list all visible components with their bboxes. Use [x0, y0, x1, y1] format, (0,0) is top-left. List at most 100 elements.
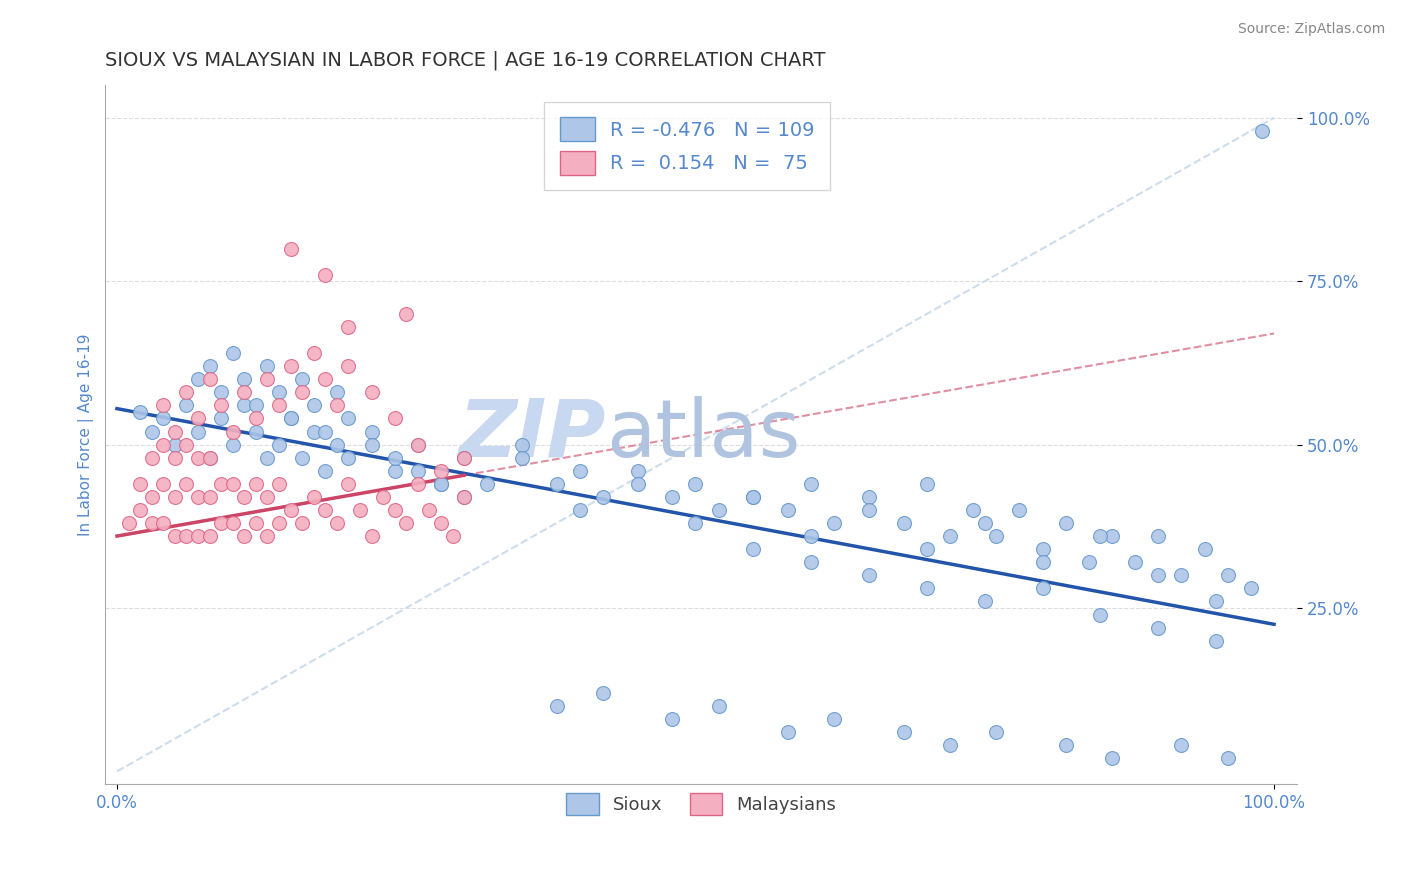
Point: [280, 242, 302, 256]
Point: [314, 503, 336, 517]
Point: [314, 464, 336, 478]
Point: [209, 411, 232, 425]
Point: [221, 425, 243, 439]
Point: [939, 529, 962, 543]
Point: [742, 490, 765, 504]
Point: [302, 425, 325, 439]
Point: [267, 385, 290, 400]
Point: [267, 398, 290, 412]
Point: [453, 490, 475, 504]
Point: [141, 425, 163, 439]
Point: [1090, 607, 1112, 622]
Point: [209, 385, 232, 400]
Point: [1147, 529, 1170, 543]
Point: [267, 516, 290, 530]
Point: [453, 490, 475, 504]
Point: [302, 346, 325, 360]
Point: [477, 476, 499, 491]
Point: [742, 490, 765, 504]
Point: [707, 503, 730, 517]
Point: [129, 476, 152, 491]
Point: [1240, 582, 1263, 596]
Point: [1101, 751, 1123, 765]
Point: [233, 385, 256, 400]
Point: [117, 516, 139, 530]
Point: [233, 490, 256, 504]
Point: [256, 372, 278, 386]
Point: [418, 503, 440, 517]
Point: [233, 529, 256, 543]
Point: [800, 555, 823, 569]
Point: [233, 398, 256, 412]
Legend: Sioux, Malaysians: Sioux, Malaysians: [557, 784, 845, 824]
Point: [1054, 516, 1077, 530]
Point: [627, 476, 650, 491]
Point: [568, 464, 591, 478]
Point: [256, 450, 278, 465]
Point: [187, 529, 209, 543]
Point: [395, 516, 418, 530]
Point: [256, 359, 278, 373]
Point: [685, 516, 707, 530]
Point: [245, 411, 267, 425]
Point: [1205, 594, 1227, 608]
Point: [141, 450, 163, 465]
Point: [800, 529, 823, 543]
Point: [314, 268, 336, 282]
Point: [141, 516, 163, 530]
Point: [129, 503, 152, 517]
Point: [962, 503, 984, 517]
Point: [893, 516, 915, 530]
Point: [256, 529, 278, 543]
Point: [778, 725, 800, 739]
Point: [187, 425, 209, 439]
Point: [406, 476, 429, 491]
Point: [280, 411, 302, 425]
Point: [245, 425, 267, 439]
Point: [592, 490, 614, 504]
Point: [823, 516, 845, 530]
Point: [707, 698, 730, 713]
Point: [406, 437, 429, 451]
Point: [233, 372, 256, 386]
Point: [1077, 555, 1099, 569]
Point: [291, 450, 314, 465]
Point: [280, 503, 302, 517]
Point: [453, 450, 475, 465]
Point: [986, 725, 1008, 739]
Point: [141, 490, 163, 504]
Point: [893, 725, 915, 739]
Point: [1216, 751, 1239, 765]
Text: Source: ZipAtlas.com: Source: ZipAtlas.com: [1237, 22, 1385, 37]
Point: [221, 476, 243, 491]
Point: [280, 411, 302, 425]
Point: [384, 411, 406, 425]
Point: [187, 411, 209, 425]
Point: [858, 490, 880, 504]
Point: [314, 372, 336, 386]
Point: [326, 516, 349, 530]
Point: [800, 476, 823, 491]
Point: [163, 425, 186, 439]
Point: [152, 476, 174, 491]
Point: [858, 568, 880, 582]
Point: [326, 398, 349, 412]
Point: [314, 425, 336, 439]
Point: [1170, 738, 1192, 752]
Point: [337, 320, 360, 334]
Point: [1032, 555, 1054, 569]
Point: [453, 450, 475, 465]
Point: [510, 437, 533, 451]
Point: [742, 542, 765, 557]
Point: [406, 437, 429, 451]
Point: [152, 437, 174, 451]
Point: [384, 464, 406, 478]
Point: [349, 503, 371, 517]
Point: [986, 529, 1008, 543]
Point: [1101, 529, 1123, 543]
Text: SIOUX VS MALAYSIAN IN LABOR FORCE | AGE 16-19 CORRELATION CHART: SIOUX VS MALAYSIAN IN LABOR FORCE | AGE …: [105, 51, 825, 70]
Point: [360, 425, 382, 439]
Point: [546, 476, 568, 491]
Point: [187, 372, 209, 386]
Point: [245, 398, 267, 412]
